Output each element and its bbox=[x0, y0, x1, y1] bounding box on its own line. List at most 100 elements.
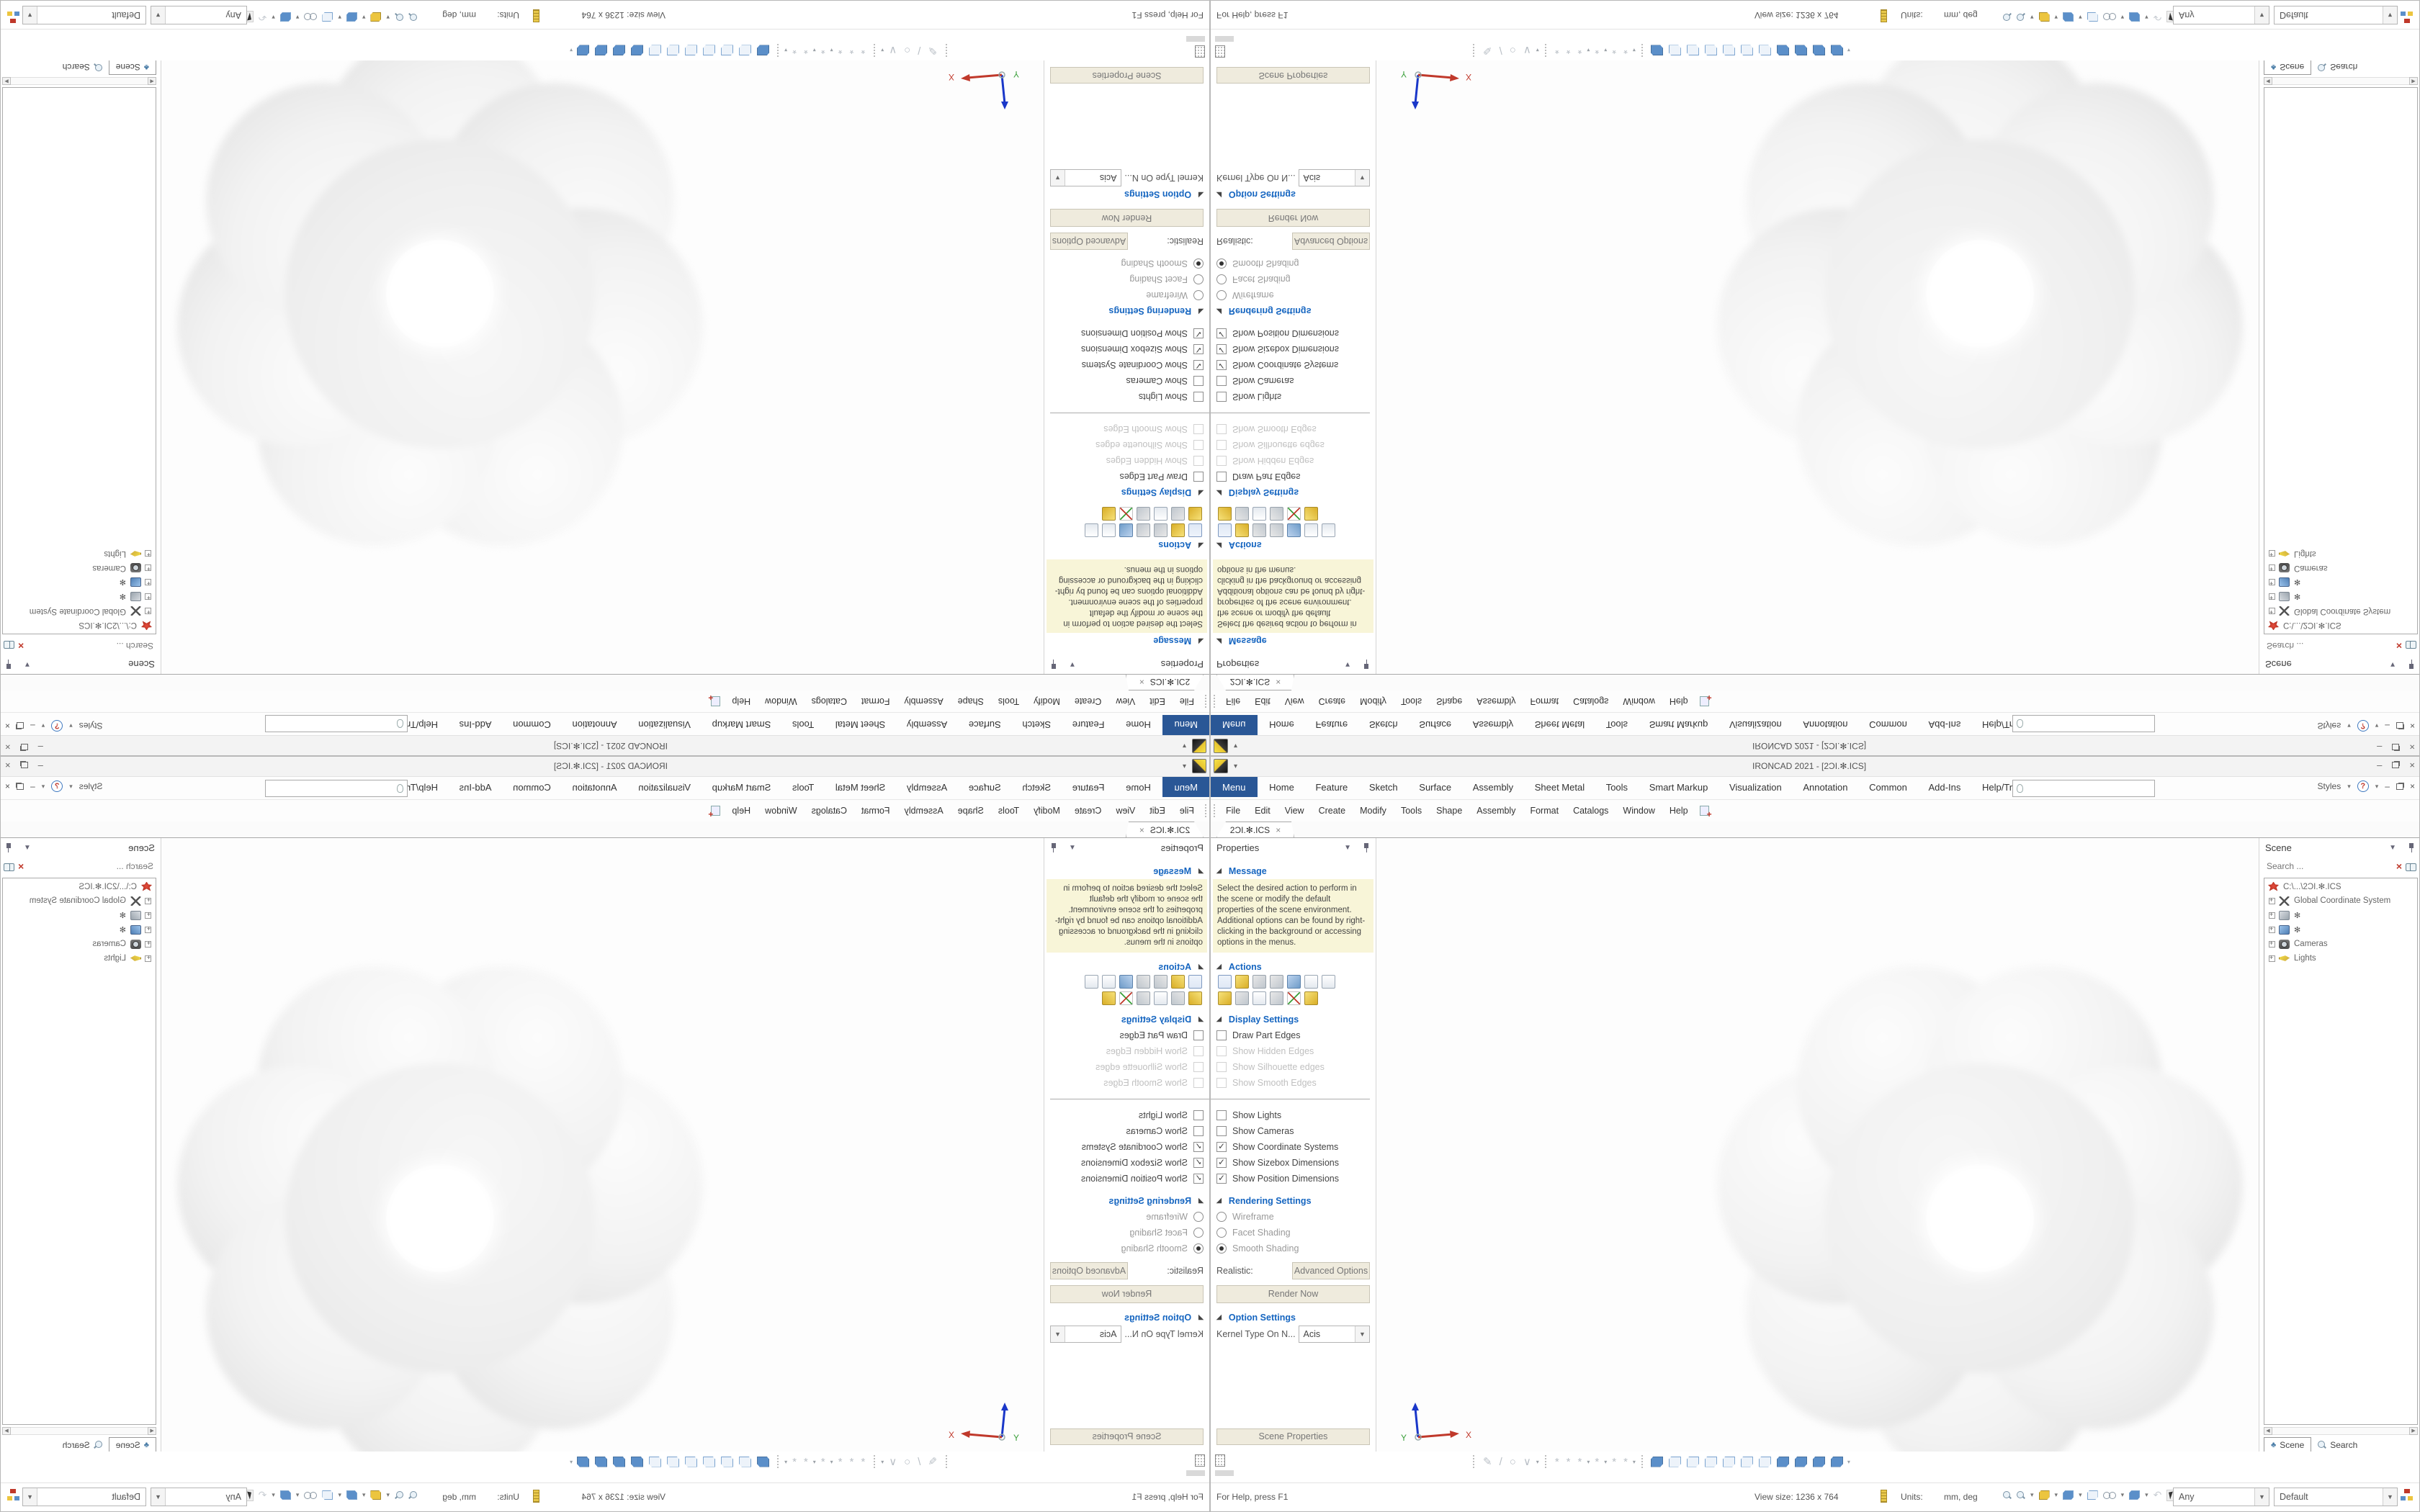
selection-filter-select[interactable]: Any ▼ bbox=[2173, 1488, 2269, 1506]
sweep-part-icon[interactable] bbox=[1270, 975, 1283, 989]
styles-dropdown[interactable]: Styles bbox=[2317, 781, 2341, 791]
sketch-circle-icon[interactable]: ○ bbox=[1509, 1455, 1516, 1468]
panel-pin-icon[interactable] bbox=[1363, 842, 1370, 852]
expand-icon[interactable] bbox=[2269, 940, 2275, 948]
expand-icon[interactable] bbox=[2269, 954, 2275, 962]
model-flower-ring[interactable] bbox=[1706, 945, 2254, 1482]
view-top-icon[interactable] bbox=[1740, 1456, 1753, 1467]
render-caret-icon[interactable]: ▾ bbox=[2054, 1491, 2058, 1498]
toolbar-caret-icon[interactable]: ▾ bbox=[1587, 1458, 1590, 1465]
child-close-button[interactable]: × bbox=[2409, 781, 2415, 791]
option-settings-header[interactable]: ◢ Option Settings bbox=[1216, 1313, 1296, 1323]
ribbon-tab-sketch[interactable]: Sketch bbox=[1368, 782, 1398, 793]
toolbar-caret-icon[interactable]: ▾ bbox=[1536, 1458, 1539, 1465]
render-now-button[interactable]: Render Now bbox=[1216, 1285, 1370, 1303]
menu-edit[interactable]: Edit bbox=[1255, 806, 1270, 816]
menu-catalogs[interactable]: Catalogs bbox=[1573, 806, 1609, 816]
camera-box-icon[interactable] bbox=[1218, 991, 1232, 1005]
radio-smooth-shading[interactable]: Smooth Shading bbox=[1216, 1241, 1376, 1256]
radio-wireframe[interactable]: Wireframe bbox=[1216, 1209, 1376, 1225]
view-iso3-icon[interactable] bbox=[1794, 1456, 1807, 1467]
quick-access-caret-icon[interactable]: ▾ bbox=[1234, 762, 1238, 770]
ribbon-tab-smart-markup[interactable]: Smart Markup bbox=[1649, 782, 1708, 793]
expand-icon[interactable] bbox=[2269, 925, 2275, 933]
cube-blue-icon[interactable] bbox=[2129, 1490, 2141, 1500]
child-minimize-button[interactable]: – bbox=[2385, 781, 2390, 791]
revolve-part-icon[interactable] bbox=[1252, 975, 1266, 989]
snap-intersection-icon[interactable]: * bbox=[1612, 1455, 1617, 1468]
loft-part-icon[interactable] bbox=[1287, 975, 1301, 989]
zoom-window-icon[interactable] bbox=[2017, 1490, 2025, 1500]
sketch-pencil-icon[interactable]: ✎ bbox=[1483, 1456, 1492, 1468]
view-iso5-icon[interactable] bbox=[1830, 1456, 1843, 1467]
box-part-icon[interactable] bbox=[1304, 991, 1318, 1005]
styles-caret-icon[interactable]: ▾ bbox=[2347, 782, 2351, 790]
new-window-icon[interactable] bbox=[1699, 806, 1712, 819]
document-tab-close-icon[interactable]: × bbox=[1276, 824, 1281, 835]
clear-search-icon[interactable]: × bbox=[2396, 860, 2402, 872]
expand-icon[interactable] bbox=[2269, 896, 2275, 904]
check-show-sizebox-dimensions[interactable]: Show Sizebox Dimensions bbox=[1216, 1155, 1376, 1171]
view-iso4-icon[interactable] bbox=[1812, 1456, 1825, 1467]
ribbon-tab-feature[interactable]: Feature bbox=[1315, 782, 1348, 793]
menu-view[interactable]: View bbox=[1284, 806, 1304, 816]
check-show-smooth-edges[interactable]: Show Smooth Edges bbox=[1216, 1075, 1376, 1091]
zoom-caret-icon[interactable]: ▾ bbox=[2030, 1491, 2034, 1498]
undo-view-icon[interactable]: ↶ bbox=[2153, 1489, 2162, 1500]
cube-caret-icon[interactable]: ▾ bbox=[2145, 1491, 2148, 1498]
menu-assembly[interactable]: Assembly bbox=[1476, 806, 1516, 816]
menu-help[interactable]: Help bbox=[1669, 806, 1688, 816]
rendering-settings-header[interactable]: ◢ Rendering Settings bbox=[1216, 1196, 1312, 1206]
menu-modify[interactable]: Modify bbox=[1360, 806, 1386, 816]
document-tab[interactable]: 2ƆI.✻.ICS × bbox=[1216, 822, 1294, 837]
menu-format[interactable]: Format bbox=[1530, 806, 1559, 816]
action-list-icon[interactable] bbox=[1218, 975, 1232, 989]
app-logo-icon[interactable] bbox=[1214, 759, 1228, 773]
toolbar-caret-icon[interactable]: ▾ bbox=[1604, 1458, 1608, 1465]
panel-menu-caret-icon[interactable]: ▼ bbox=[1344, 843, 1351, 852]
glasses-caret-icon[interactable]: ▾ bbox=[2120, 1491, 2125, 1498]
panel-grab-bar[interactable] bbox=[1215, 1470, 1234, 1476]
sketch-line-icon[interactable]: / bbox=[1499, 1455, 1502, 1468]
ribbon-tab-visualization[interactable]: Visualization bbox=[1729, 782, 1782, 793]
check-show-silhouette-edges[interactable]: Show Silhouette edges bbox=[1216, 1059, 1376, 1075]
scene-properties-button[interactable]: Scene Properties bbox=[1216, 1428, 1370, 1445]
snap-midpoint-icon[interactable]: * bbox=[1577, 1455, 1582, 1468]
ribbon-tab-annotation[interactable]: Annotation bbox=[1803, 782, 1848, 793]
view-left-icon[interactable] bbox=[1704, 1456, 1717, 1467]
expand-icon[interactable] bbox=[2269, 911, 2275, 919]
toolbar-grip[interactable] bbox=[1543, 1454, 1547, 1469]
ribbon-tab-surface[interactable]: Surface bbox=[1419, 782, 1452, 793]
ribbon-tab-home[interactable]: Home bbox=[1269, 782, 1294, 793]
menu-tools[interactable]: Tools bbox=[1400, 806, 1422, 816]
toolbar-grip[interactable] bbox=[1213, 804, 1216, 818]
tab-search[interactable]: Search bbox=[2311, 1437, 2364, 1453]
assembly-blocks-icon[interactable] bbox=[1270, 991, 1283, 1005]
toolbar-grip[interactable] bbox=[1472, 1454, 1475, 1469]
viewport[interactable]: Y X bbox=[1376, 838, 2259, 1482]
snap-tangent-icon[interactable]: * bbox=[1623, 1455, 1628, 1468]
tree-item-lights[interactable]: Lights bbox=[2264, 952, 2417, 965]
dropdown-caret-icon[interactable]: ▼ bbox=[2383, 1488, 2397, 1506]
view-back-icon[interactable] bbox=[1686, 1456, 1699, 1467]
toolbar-grip[interactable] bbox=[1640, 1454, 1644, 1469]
menu-shape[interactable]: Shape bbox=[1436, 806, 1463, 816]
render-cube-gold-icon[interactable] bbox=[2038, 1490, 2050, 1500]
sketch-edit-icon[interactable] bbox=[1304, 975, 1318, 989]
toolbar-caret-icon[interactable]: ▾ bbox=[1847, 1458, 1850, 1465]
tree-item-part-1[interactable]: ✻ bbox=[2264, 909, 2417, 922]
display-settings-header[interactable]: ◢ Display Settings bbox=[1216, 1014, 1299, 1025]
extrude-part-icon[interactable] bbox=[1235, 975, 1249, 989]
restore-button[interactable] bbox=[2392, 762, 2400, 768]
tree-item-global-coordinate-system[interactable]: Global Coordinate System bbox=[2264, 894, 2417, 907]
sketch-polyline-icon[interactable]: ∨ bbox=[1523, 1456, 1531, 1468]
ruler-icon[interactable] bbox=[1881, 1490, 1887, 1503]
ribbon-tab-menu[interactable]: Menu bbox=[1211, 777, 1258, 797]
scroll-track[interactable] bbox=[2272, 1427, 2409, 1435]
snap-endpoint-icon[interactable]: * bbox=[1566, 1455, 1571, 1468]
ribbon-tab-add-ins[interactable]: Add-Ins bbox=[1928, 782, 1961, 793]
scene-search-input[interactable] bbox=[2265, 860, 2393, 872]
dropdown-caret-icon[interactable]: ▼ bbox=[2254, 1488, 2269, 1506]
view-bottom-icon[interactable] bbox=[1758, 1456, 1771, 1467]
minimize-button[interactable]: – bbox=[2377, 760, 2383, 770]
